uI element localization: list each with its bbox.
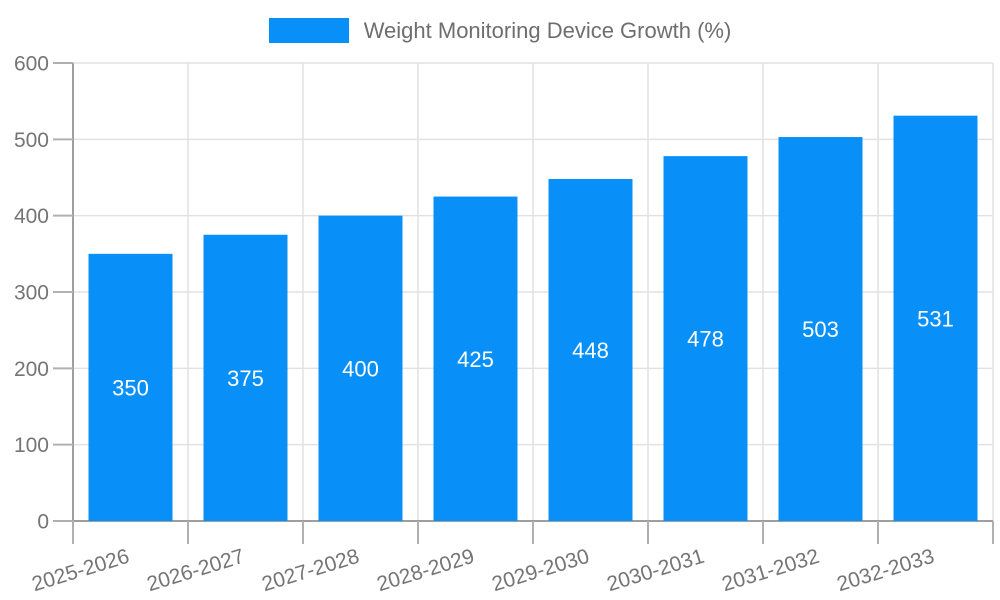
y-tick-label: 300	[14, 282, 49, 305]
x-tick-label: 2032-2033	[834, 545, 937, 596]
bar-2031-2032[interactable]	[778, 137, 863, 521]
bar-2028-2029[interactable]	[433, 196, 518, 522]
legend-swatch	[268, 18, 349, 43]
chart-legend-item[interactable]: Weight Monitoring Device Growth (%)	[0, 18, 1000, 43]
x-tick-label: 2028-2029	[374, 545, 477, 596]
x-tick-label: 2030-2031	[604, 545, 707, 596]
x-tick-label: 2029-2030	[489, 545, 592, 596]
bar-2025-2026[interactable]	[88, 253, 173, 522]
bar-value-label: 478	[687, 327, 724, 352]
x-tick-label: 2025-2026	[29, 545, 132, 596]
y-tick-label: 600	[14, 53, 49, 76]
x-tick-label: 2031-2032	[719, 545, 822, 596]
bar-2029-2030[interactable]	[548, 179, 633, 521]
bar-value-label: 448	[572, 338, 609, 363]
x-tick-label: 2027-2028	[259, 545, 362, 596]
bar-value-label: 425	[457, 347, 494, 372]
y-tick-label: 100	[14, 434, 49, 457]
x-tick-label: 2026-2027	[144, 545, 247, 596]
y-tick-label: 0	[37, 511, 49, 534]
legend-label: Weight Monitoring Device Growth (%)	[363, 18, 732, 43]
bar-value-label: 375	[227, 366, 264, 391]
bar-value-label: 503	[802, 317, 839, 342]
y-tick-label: 500	[14, 129, 49, 152]
y-tick-label: 200	[14, 358, 49, 381]
bar-value-label: 350	[112, 375, 149, 400]
bar-2032-2033[interactable]	[893, 115, 978, 522]
bar-2030-2031[interactable]	[663, 156, 748, 522]
bar-2026-2027[interactable]	[203, 234, 288, 521]
bar-value-label: 531	[917, 306, 954, 331]
y-tick-label: 400	[14, 205, 49, 228]
bar-2027-2028[interactable]	[318, 215, 403, 521]
bar-value-label: 400	[342, 356, 379, 381]
